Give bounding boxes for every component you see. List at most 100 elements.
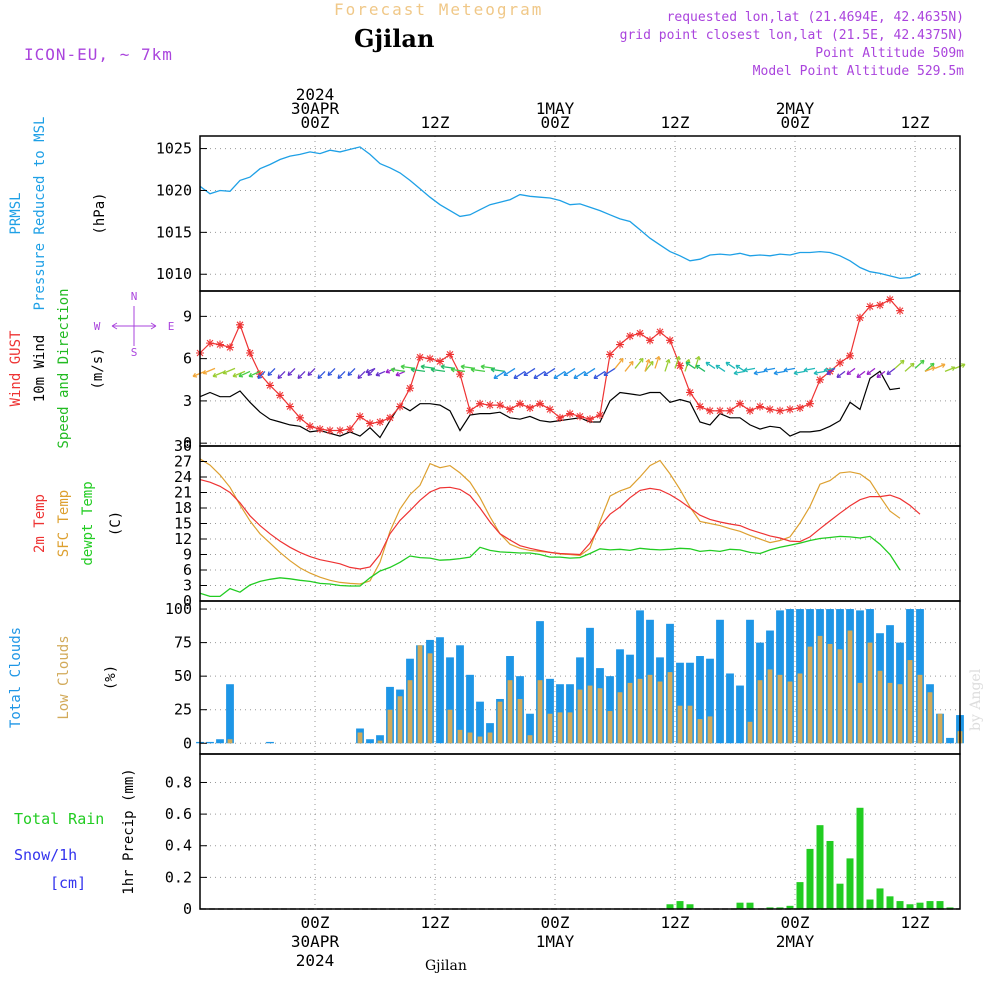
wind-direction-arrow <box>894 359 905 369</box>
wind-direction-arrow <box>553 370 566 379</box>
wind-direction-arrow <box>202 367 216 375</box>
wind-gust-marker <box>346 425 354 434</box>
low-cloud-bar <box>567 712 573 744</box>
wind-direction-arrow <box>783 367 796 372</box>
wind-gust-marker <box>586 415 594 424</box>
wind-direction-arrowhead <box>480 364 485 370</box>
marks-layer <box>192 146 966 910</box>
bottom-time-label: 00Z <box>781 913 810 932</box>
low-cloud-bar <box>547 713 553 744</box>
low-cloud-bar <box>457 729 463 744</box>
total-cloud-bar <box>746 619 754 744</box>
wind-gust-marker <box>666 336 674 345</box>
wind-direction-arrow <box>523 367 536 376</box>
header-grid-point: grid point closest lon,lat (21.5E, 42.43… <box>619 28 964 43</box>
wind-gust-marker <box>416 353 424 362</box>
wind-direction-arrow <box>614 358 624 369</box>
wind-gust-marker <box>866 302 874 311</box>
top-time-label: 12Z <box>421 113 450 132</box>
wind-axis-label: Speed and Direction <box>56 288 72 448</box>
rain-bar <box>856 807 864 909</box>
wind-direction-arrow <box>222 367 236 375</box>
wind-direction-arrowhead <box>715 364 721 370</box>
wind-gust-marker <box>566 409 574 418</box>
temperature-y-tick-label: 9 <box>183 546 192 564</box>
wind-direction-arrowhead <box>490 367 495 373</box>
low-cloud-bar <box>637 678 643 744</box>
wind-direction-arrowhead <box>705 361 711 367</box>
wind-direction-arrow <box>192 370 206 378</box>
wind-direction-arrowhead <box>297 374 303 379</box>
total-cloud-bar <box>366 739 374 744</box>
wind-direction-arrowhead <box>931 366 936 371</box>
wind-direction-arrow <box>347 367 356 376</box>
wind-gust-marker <box>206 339 214 348</box>
temperature-y-tick-label: 30 <box>174 437 192 455</box>
wind-direction-arrowhead <box>733 370 738 376</box>
wind-gust-marker <box>356 412 364 421</box>
low-cloud-bar <box>857 682 863 744</box>
wind-direction-arrow <box>924 362 935 372</box>
wind-direction-arrowhead <box>503 371 509 376</box>
text-layer: 1010101510201025036903691215182124273002… <box>8 85 930 970</box>
wind-gust-marker <box>336 426 344 435</box>
clouds-axis-label: (%) <box>103 665 119 690</box>
low-cloud-bar <box>667 672 673 744</box>
rain-bar <box>866 899 874 909</box>
top-time-label: 00Z <box>541 113 570 132</box>
wind-direction-arrow <box>624 361 634 372</box>
wind-direction-arrowhead <box>593 374 599 379</box>
wind-gust-marker <box>526 403 534 412</box>
low-cloud-bar <box>937 713 943 744</box>
total-cloud-bar <box>786 609 794 744</box>
pressure-series-line <box>199 146 921 280</box>
wind-direction-arrowhead <box>337 374 343 379</box>
rain-bar <box>766 907 774 909</box>
temperature-y-tick-label: 3 <box>183 577 192 595</box>
compass-east-label: E <box>168 320 175 333</box>
wind-direction-arrowhead <box>277 374 283 379</box>
wind-direction-arrowhead <box>307 371 313 376</box>
wind-direction-arrow <box>826 367 836 375</box>
wind-direction-arrowhead <box>803 367 808 373</box>
low-cloud-bar <box>657 681 663 744</box>
wind-direction-arrow <box>793 370 806 375</box>
header-title: Forecast Meteogram <box>334 0 544 19</box>
wind-direction-arrowhead <box>951 366 956 371</box>
wind-direction-arrowhead <box>685 361 691 367</box>
wind-direction-arrowhead <box>876 373 882 378</box>
clouds-y-tick-label: 100 <box>165 600 192 618</box>
low-cloud-bar <box>427 653 433 744</box>
wind-gust-marker <box>296 413 304 422</box>
wind-direction-arrow <box>232 370 246 378</box>
wind-direction-arrowhead <box>773 370 778 376</box>
wind-gust-marker <box>256 370 264 379</box>
total-cloud-bar <box>686 662 694 744</box>
wind-gust-marker <box>786 405 794 414</box>
wind-direction-arrow <box>238 370 251 378</box>
wind-direction-arrow <box>307 367 316 376</box>
bottom-time-label: 12Z <box>661 913 690 932</box>
wind-gust-marker <box>626 332 634 341</box>
wind-direction-arrowhead <box>365 368 371 374</box>
clouds-axis-label: Total Clouds <box>8 627 24 728</box>
low-cloud-bar <box>397 696 403 744</box>
wind-gust-marker <box>426 354 434 363</box>
wind-direction-arrow <box>856 370 866 378</box>
wind-direction-arrowhead <box>327 371 333 376</box>
low-cloud-bar <box>687 705 693 744</box>
wind-direction-arrow <box>317 370 326 379</box>
wind-gust-marker <box>816 375 824 384</box>
wind-direction-arrowhead <box>655 355 661 361</box>
footer-location: Gjilan <box>425 958 467 974</box>
header-model-altitude: Model Point Altitude 529.5m <box>752 64 964 79</box>
low-cloud-bar <box>377 740 383 744</box>
wind-direction-arrowhead <box>395 371 401 377</box>
temperature-axis-label: SFC Temp <box>56 490 72 557</box>
total-cloud-bar <box>726 673 734 744</box>
watermark: by Angel <box>968 668 984 731</box>
total-cloud-bar <box>266 741 274 744</box>
wind-gust-marker <box>366 419 374 428</box>
low-cloud-bar <box>877 670 883 744</box>
wind-y-tick-label: 0 <box>183 434 192 452</box>
